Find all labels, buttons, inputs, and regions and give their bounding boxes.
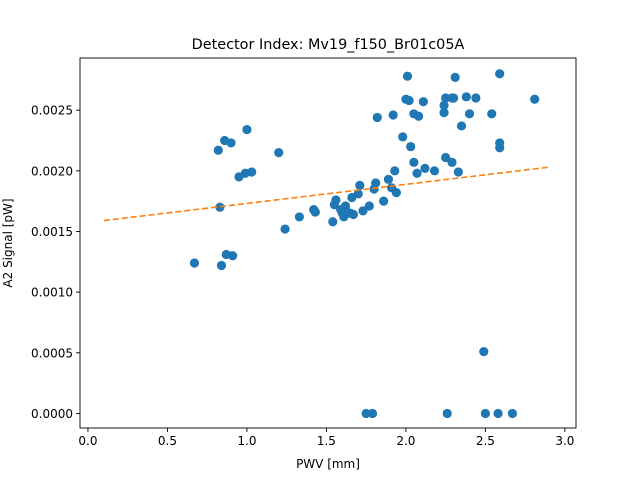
data-point bbox=[493, 408, 503, 419]
x-tick-label: 2.5 bbox=[476, 434, 495, 448]
data-point bbox=[189, 258, 200, 268]
data-point bbox=[353, 189, 363, 199]
data-point bbox=[404, 95, 414, 106]
data-point bbox=[507, 408, 518, 419]
data-point bbox=[247, 167, 257, 177]
data-point bbox=[388, 110, 398, 120]
y-tick-label: 0.0020 bbox=[31, 164, 73, 178]
data-point bbox=[464, 109, 475, 119]
data-point bbox=[213, 145, 223, 155]
data-point bbox=[442, 408, 452, 419]
x-tick-label: 3.0 bbox=[555, 434, 574, 448]
data-point bbox=[479, 346, 489, 357]
data-point bbox=[361, 408, 371, 419]
data-point bbox=[530, 94, 540, 104]
data-point bbox=[441, 152, 451, 163]
plot-area bbox=[103, 69, 550, 419]
data-point bbox=[379, 196, 389, 206]
data-point bbox=[495, 143, 505, 153]
x-tick-label: 0.5 bbox=[158, 434, 177, 448]
data-point bbox=[447, 157, 457, 167]
data-point bbox=[216, 260, 227, 271]
data-point bbox=[390, 166, 400, 176]
data-point bbox=[383, 174, 394, 184]
data-point bbox=[391, 188, 401, 198]
data-point bbox=[471, 93, 481, 103]
data-point bbox=[441, 93, 451, 103]
data-point bbox=[310, 207, 320, 217]
data-point bbox=[274, 148, 284, 158]
y-tick-label: 0.0015 bbox=[31, 225, 73, 239]
data-point bbox=[355, 180, 365, 190]
data-point bbox=[328, 217, 338, 227]
data-point bbox=[412, 168, 422, 178]
data-point bbox=[480, 408, 490, 419]
y-axis-label: A2 Signal [pW] bbox=[1, 198, 15, 287]
data-point bbox=[439, 107, 449, 118]
data-point bbox=[226, 138, 236, 148]
data-point bbox=[367, 408, 378, 419]
data-point bbox=[294, 212, 304, 222]
data-point bbox=[358, 206, 368, 216]
data-point bbox=[461, 92, 471, 102]
data-point bbox=[348, 209, 359, 220]
axes-frame bbox=[79, 57, 577, 429]
data-point bbox=[448, 93, 459, 103]
chart-title: Detector Index: Mv19_f150_Br01c05A bbox=[192, 37, 465, 53]
data-point bbox=[414, 111, 424, 121]
data-point bbox=[439, 100, 449, 110]
data-point bbox=[420, 163, 430, 173]
data-point bbox=[242, 124, 252, 135]
data-point bbox=[371, 178, 381, 188]
data-point bbox=[280, 224, 290, 234]
x-tick-label: 1.0 bbox=[237, 434, 256, 448]
x-tick-label: 1.5 bbox=[317, 434, 336, 448]
y-tick-label: 0.0025 bbox=[31, 104, 73, 118]
data-point bbox=[409, 157, 419, 167]
data-point bbox=[402, 71, 413, 81]
y-tick-label: 0.0000 bbox=[31, 407, 73, 421]
data-point bbox=[495, 69, 505, 79]
data-point bbox=[228, 251, 238, 261]
data-point bbox=[453, 167, 463, 177]
data-point bbox=[215, 202, 225, 212]
x-axis-label: PWV [mm] bbox=[296, 457, 360, 471]
y-axis: 0.0000 0.0005 0.0010 0.0015 0.0020 0.0025 bbox=[31, 104, 80, 421]
data-point bbox=[418, 97, 428, 107]
data-point bbox=[398, 132, 408, 142]
x-tick-label: 2.0 bbox=[396, 434, 415, 448]
x-axis: 0.0 0.5 1.0 1.5 2.0 2.5 3.0 bbox=[78, 428, 574, 448]
data-point bbox=[406, 141, 416, 152]
y-tick-label: 0.0010 bbox=[31, 286, 73, 300]
data-point bbox=[487, 109, 497, 119]
x-tick-label: 0.0 bbox=[78, 434, 97, 448]
data-point bbox=[364, 201, 374, 211]
data-point bbox=[429, 166, 440, 176]
data-point bbox=[372, 112, 382, 123]
data-point bbox=[456, 121, 467, 131]
data-point bbox=[450, 72, 460, 83]
y-tick-label: 0.0005 bbox=[31, 346, 73, 360]
data-point bbox=[331, 195, 341, 205]
fit-line bbox=[103, 166, 550, 222]
